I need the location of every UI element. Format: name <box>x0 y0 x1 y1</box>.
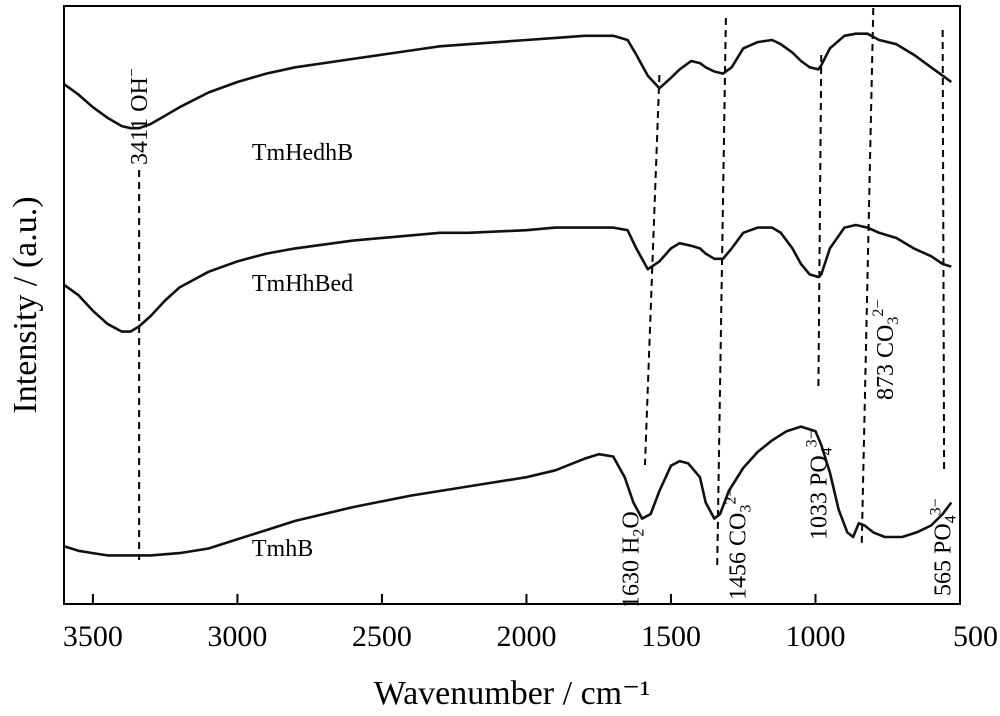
peak-label-873: 873 CO32− <box>870 300 902 400</box>
x-tick-label-3000: 3000 <box>207 620 267 653</box>
peak-line-873 <box>860 7 875 546</box>
peak-line-565 <box>941 29 946 471</box>
x-axis-title: Wavenumber / cm⁻¹ <box>374 675 651 712</box>
plot-frame <box>63 5 961 605</box>
peak-line-1456 <box>716 17 727 566</box>
series-label-TmHedhB: TmHedhB <box>252 140 353 166</box>
peak-guide-lines <box>138 7 946 566</box>
series-line-TmhB <box>63 425 953 557</box>
y-axis-title: Intensity / (a.u.) <box>7 196 44 413</box>
peak-label-1630: 1630 H2O <box>619 511 648 608</box>
series-line-TmHhBed <box>63 223 952 333</box>
x-tick-label-3500: 3500 <box>63 620 123 653</box>
series-label-TmhB: TmhB <box>252 536 313 562</box>
peak-label-1033: 1033 PO43− <box>803 430 835 540</box>
spectra-series <box>63 32 953 557</box>
x-axis-tick-labels: 3500 3000 2500 2000 1500 1000 500 <box>63 620 998 653</box>
series-line-TmHedhB <box>63 32 953 130</box>
peak-label-3411: 3411 OH− <box>124 68 153 165</box>
peak-line-1630 <box>643 74 661 466</box>
x-axis-ticks <box>91 594 961 604</box>
peak-line-1033 <box>817 54 823 391</box>
x-tick-label-2500: 2500 <box>352 620 412 653</box>
peak-labels: 3411 OH− 1630 H2O 1456 CO32− 1033 PO43− 873 … <box>124 68 960 608</box>
series-label-TmHhBed: TmHhBed <box>252 271 353 297</box>
x-tick-label-1000: 1000 <box>785 620 845 653</box>
x-tick-label-500: 500 <box>953 620 998 653</box>
peak-label-565: 565 PO43− <box>928 498 960 596</box>
x-tick-label-1500: 1500 <box>641 620 701 653</box>
peak-label-1456: 1456 CO32− <box>722 488 754 600</box>
x-tick-label-2000: 2000 <box>496 620 556 653</box>
series-labels: TmHedhB TmHhBed TmhB <box>252 140 353 562</box>
